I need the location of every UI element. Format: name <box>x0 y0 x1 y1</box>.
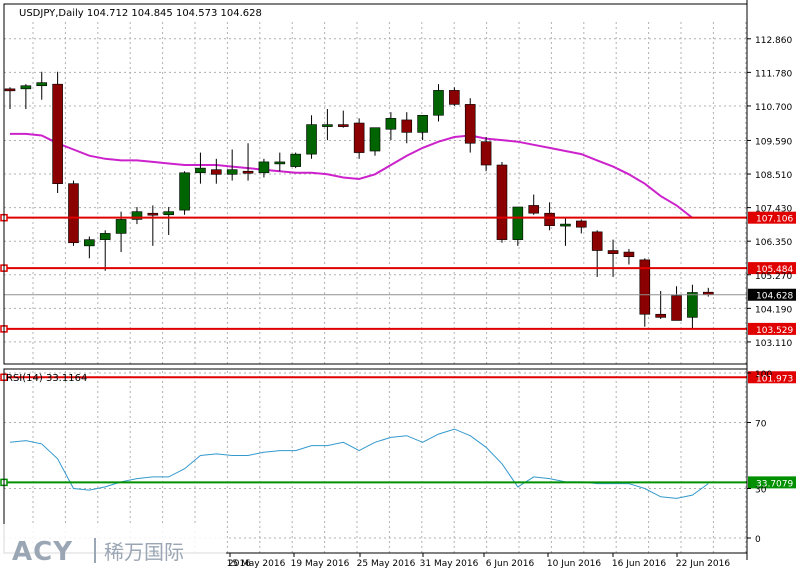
hline-tag <box>748 211 796 224</box>
date-label: 15 May 2016 <box>227 559 286 569</box>
candle-body <box>639 259 651 315</box>
candle-body <box>401 119 413 133</box>
date-label: 6 Jun 2016 <box>486 559 535 569</box>
candle-body <box>607 250 619 254</box>
hline-tag-label: 103.529 <box>756 326 793 336</box>
hline-tag <box>748 371 796 384</box>
candle-body <box>591 231 603 251</box>
date-label: 25 May 2016 <box>357 559 416 569</box>
candle-body <box>290 153 301 167</box>
hline-tag-label: 105.484 <box>756 265 793 275</box>
candle-body <box>4 88 16 92</box>
price-tick-label: 110.700 <box>755 103 792 113</box>
rsi-panel <box>0 428 796 499</box>
candle-body <box>464 104 476 144</box>
candle-body <box>322 124 333 127</box>
candle-body <box>84 239 95 247</box>
candle-body <box>576 220 587 228</box>
candle-body <box>179 172 190 211</box>
candles <box>4 71 714 329</box>
candle-body <box>99 233 111 240</box>
hline-tag-label: 107.106 <box>756 215 793 225</box>
candle-body <box>211 169 222 175</box>
candle-body <box>115 219 127 234</box>
price-tick-label: 107.430 <box>755 205 792 215</box>
date-label: 10 Jun 2016 <box>547 559 601 569</box>
hline-tag <box>748 262 796 275</box>
candle-body <box>195 167 206 174</box>
candle-body <box>306 124 317 155</box>
watermark-chinese: 稀万国际 <box>104 540 184 564</box>
candle-body <box>433 90 444 116</box>
rsi-tick-label: 70 <box>755 420 767 430</box>
date-label: 22 Jun 2016 <box>676 559 730 569</box>
candle-body <box>560 223 571 227</box>
price-tick-label: 106.350 <box>755 238 792 248</box>
candle-body <box>687 292 698 318</box>
candle-body <box>52 83 63 184</box>
candle-body <box>671 295 682 321</box>
watermark-backdrop <box>0 524 226 572</box>
candle-body <box>623 251 635 258</box>
date-label: 31 May 2016 <box>420 559 479 569</box>
symbol-header: USDJPY,Daily 104.712 104.845 104.573 104… <box>19 8 262 19</box>
candle-body <box>68 183 79 244</box>
moving-average <box>10 132 694 219</box>
candle-body <box>147 212 159 216</box>
candle-body <box>480 141 492 166</box>
price-tick-label: 104.190 <box>755 305 792 315</box>
axes <box>3 0 751 560</box>
axis-labels: 112.860 111.780 110.700 109.590 108.510 107.4… <box>227 36 794 569</box>
price-tick-label: 109.590 <box>755 137 792 147</box>
candle-body <box>337 124 349 127</box>
candle-body <box>20 85 32 90</box>
rsi-tick-label: 100 <box>755 370 772 380</box>
candle-body <box>512 206 524 240</box>
current-price-tag <box>748 288 796 301</box>
date-label-partial: 2016 <box>228 559 251 569</box>
date-label: 16 Jun 2016 <box>612 559 666 569</box>
watermark-brand: ACY <box>12 537 73 567</box>
candle-body <box>544 212 555 226</box>
rsi-tick-label: 30 <box>755 486 767 496</box>
hline-tag <box>748 322 796 335</box>
rsi-title: RSI(14) 33.1164 <box>6 373 87 384</box>
candle-body <box>36 82 48 87</box>
price-tick-label: 105.270 <box>755 272 792 282</box>
candle-body <box>226 169 238 175</box>
candle-body <box>353 122 365 153</box>
candle-body <box>274 161 286 165</box>
candle-body <box>131 211 143 220</box>
rsi-tick-label: 0 <box>755 535 761 545</box>
candle-body <box>258 161 270 174</box>
candle-body <box>242 170 254 174</box>
rsi-level-label: 33.7079 <box>756 479 793 489</box>
price-tick-label: 103.110 <box>755 339 792 349</box>
candle-body <box>528 205 540 214</box>
candle-body <box>163 211 174 216</box>
candle-body <box>417 114 428 133</box>
price-tick-label: 108.510 <box>755 171 792 181</box>
candle-body <box>496 164 508 240</box>
horizontal-lines[interactable] <box>0 211 796 384</box>
current-price-label: 104.628 <box>756 292 793 302</box>
candle-body <box>385 118 397 130</box>
candle-body <box>369 127 381 152</box>
watermark: ACY 稀万国际 <box>0 524 226 572</box>
rsi-level-tag <box>748 476 796 489</box>
price-tick-label: 111.780 <box>755 69 792 79</box>
date-label: 19 May 2016 <box>291 559 350 569</box>
ma-line <box>10 132 694 219</box>
hline-tag-label: 101.973 <box>756 374 793 384</box>
candle-body <box>449 90 460 105</box>
price-tick-label: 112.860 <box>755 36 792 46</box>
candle-body <box>655 313 666 318</box>
